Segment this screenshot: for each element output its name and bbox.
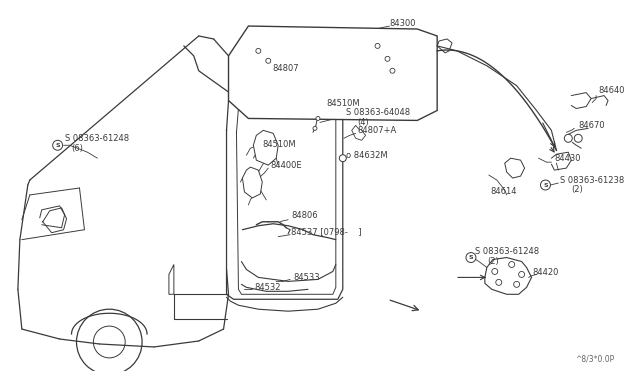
Circle shape: [313, 126, 317, 130]
Text: 84533: 84533: [293, 273, 320, 282]
Circle shape: [77, 309, 142, 372]
Text: 84614: 84614: [491, 187, 517, 196]
Circle shape: [256, 48, 261, 53]
Text: (4): (4): [358, 118, 369, 127]
Circle shape: [564, 134, 572, 142]
Text: 84537 [0798-    ]: 84537 [0798- ]: [291, 227, 362, 236]
Text: ^8/3*0.0P: ^8/3*0.0P: [575, 355, 614, 363]
Text: S: S: [55, 143, 60, 148]
Text: 84640: 84640: [598, 86, 625, 95]
Text: o 84632M: o 84632M: [346, 151, 387, 160]
Circle shape: [466, 253, 476, 263]
Text: 84807+A: 84807+A: [358, 126, 397, 135]
Text: S: S: [543, 183, 548, 187]
Circle shape: [492, 269, 498, 275]
Text: 84400E: 84400E: [270, 161, 302, 170]
Text: 84420: 84420: [532, 268, 559, 277]
Circle shape: [93, 326, 125, 358]
Circle shape: [385, 56, 390, 61]
Text: 84807: 84807: [272, 64, 299, 73]
Polygon shape: [243, 167, 262, 198]
Polygon shape: [169, 264, 174, 294]
Text: 84532: 84532: [254, 283, 281, 292]
Circle shape: [266, 58, 271, 63]
Circle shape: [52, 140, 63, 150]
Text: S 08363-61248: S 08363-61248: [65, 134, 129, 143]
Text: S 08363-64048: S 08363-64048: [346, 108, 410, 117]
Text: 84510M: 84510M: [262, 140, 296, 149]
Polygon shape: [253, 130, 278, 165]
Circle shape: [518, 272, 525, 278]
Text: S 08363-61248: S 08363-61248: [475, 247, 539, 256]
Text: S 08363-61238: S 08363-61238: [561, 176, 625, 185]
Circle shape: [509, 262, 515, 267]
Polygon shape: [228, 26, 437, 121]
Text: 84510M: 84510M: [326, 99, 360, 108]
Circle shape: [316, 116, 320, 121]
Text: 84670: 84670: [579, 121, 605, 130]
Circle shape: [496, 279, 502, 285]
Circle shape: [339, 155, 346, 162]
Circle shape: [390, 68, 395, 73]
Text: S: S: [468, 255, 473, 260]
Circle shape: [541, 180, 550, 190]
Circle shape: [514, 281, 520, 287]
Text: (2): (2): [572, 186, 583, 195]
Text: 84300: 84300: [390, 19, 416, 28]
Polygon shape: [505, 158, 525, 178]
Text: 84806: 84806: [291, 211, 317, 220]
Circle shape: [375, 44, 380, 48]
Text: (6): (6): [72, 144, 83, 153]
Text: (2): (2): [487, 257, 499, 266]
Circle shape: [574, 134, 582, 142]
Text: 84430: 84430: [554, 154, 581, 163]
